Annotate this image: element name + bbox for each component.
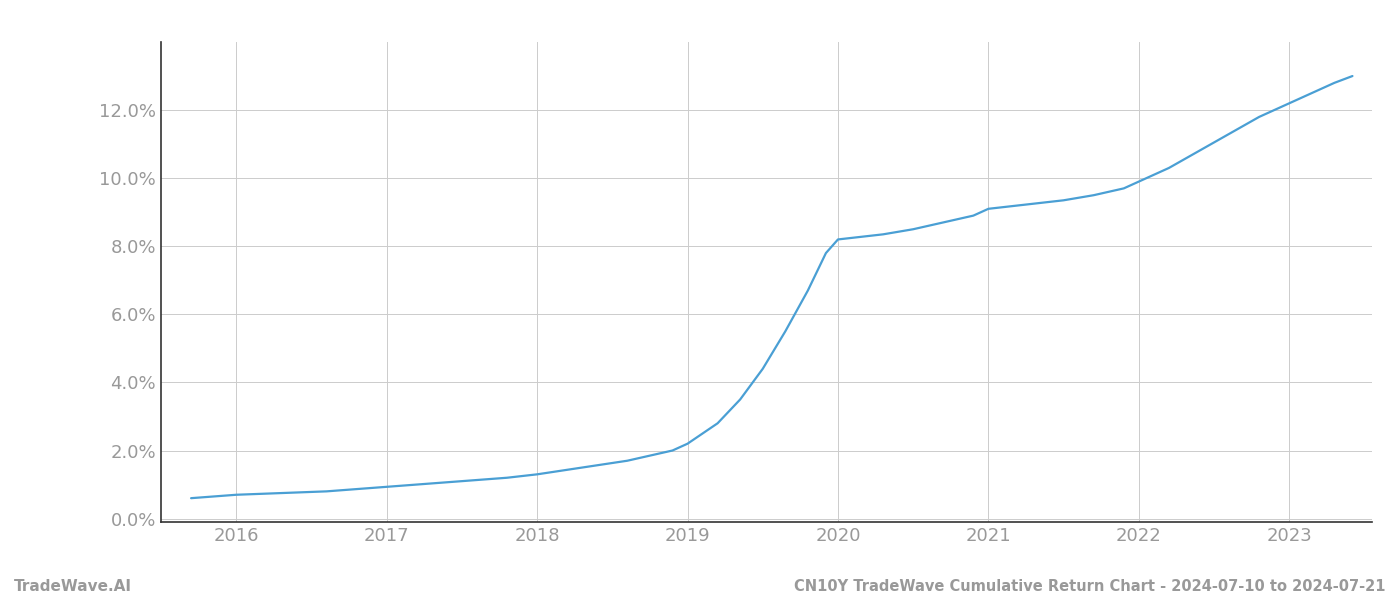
Text: TradeWave.AI: TradeWave.AI — [14, 579, 132, 594]
Text: CN10Y TradeWave Cumulative Return Chart - 2024-07-10 to 2024-07-21: CN10Y TradeWave Cumulative Return Chart … — [795, 579, 1386, 594]
